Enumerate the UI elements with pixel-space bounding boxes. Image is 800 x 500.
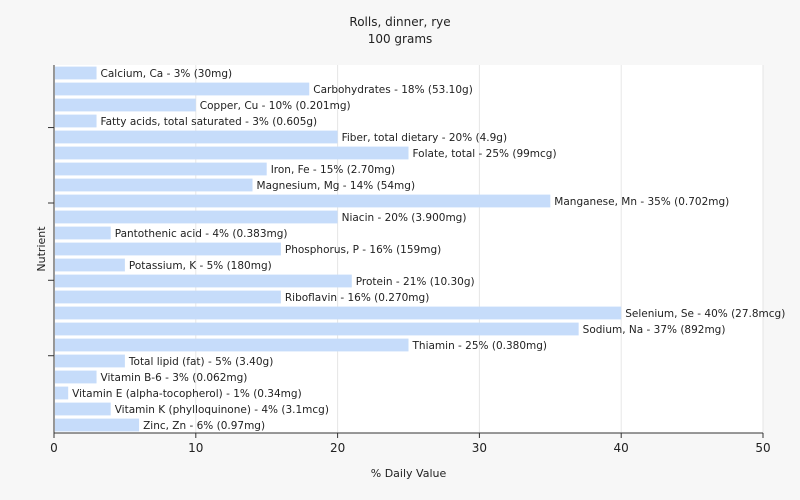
bar-8 <box>55 194 551 208</box>
bar-label-7: Magnesium, Mg - 14% (54mg) <box>257 180 416 192</box>
bar-21 <box>55 402 111 416</box>
bar-17 <box>55 338 409 352</box>
bar-label-17: Thiamin - 25% (0.380mg) <box>412 340 548 352</box>
bar-12 <box>55 258 125 272</box>
bar-label-0: Calcium, Ca - 3% (30mg) <box>101 68 233 80</box>
bar-label-13: Protein - 21% (10.30g) <box>356 276 475 288</box>
bar-label-22: Zinc, Zn - 6% (0.97mg) <box>143 420 265 432</box>
bar-1 <box>55 82 310 96</box>
bar-18 <box>55 354 125 368</box>
bar-label-16: Sodium, Na - 37% (892mg) <box>583 324 726 336</box>
bar-11 <box>55 242 281 256</box>
bar-0 <box>55 66 97 80</box>
bar-10 <box>55 226 111 240</box>
bar-label-5: Folate, total - 25% (99mcg) <box>413 148 557 160</box>
bar-label-8: Manganese, Mn - 35% (0.702mg) <box>554 196 729 208</box>
x-tick-label-3: 30 <box>472 441 487 455</box>
axes: 0 10 20 30 40 50 <box>48 65 771 455</box>
bar-16 <box>55 322 579 336</box>
bar-6 <box>55 162 267 176</box>
y-axis-label: Nutrient <box>35 226 48 272</box>
bar-13 <box>55 274 352 288</box>
bars: Calcium, Ca - 3% (30mg) Carbohydrates - 1… <box>55 66 785 432</box>
x-tick-label-1: 10 <box>188 441 203 455</box>
x-tick-label-0: 0 <box>50 441 58 455</box>
bar-2 <box>55 98 196 112</box>
bar-label-2: Copper, Cu - 10% (0.201mg) <box>200 100 351 112</box>
bar-label-9: Niacin - 20% (3.900mg) <box>342 212 467 224</box>
bar-label-12: Potassium, K - 5% (180mg) <box>129 260 272 272</box>
bar-label-3: Fatty acids, total saturated - 3% (0.605… <box>101 116 318 128</box>
bar-label-10: Pantothenic acid - 4% (0.383mg) <box>115 228 288 240</box>
bar-label-15: Selenium, Se - 40% (27.8mcg) <box>625 308 785 320</box>
bar-3 <box>55 114 97 128</box>
bar-4 <box>55 130 338 144</box>
bar-22 <box>55 418 140 432</box>
bar-label-4: Fiber, total dietary - 20% (4.9g) <box>342 132 507 144</box>
bar-5 <box>55 146 409 160</box>
chart-subtitle: 100 grams <box>367 32 433 46</box>
bar-label-20: Vitamin E (alpha-tocopherol) - 1% (0.34m… <box>72 388 302 400</box>
bar-7 <box>55 178 253 192</box>
bar-19 <box>55 370 97 384</box>
bar-label-1: Carbohydrates - 18% (53.10g) <box>313 84 473 96</box>
bar-label-18: Total lipid (fat) - 5% (3.40g) <box>128 356 273 368</box>
x-tick-label-4: 40 <box>614 441 629 455</box>
bar-label-14: Riboflavin - 16% (0.270mg) <box>285 292 429 304</box>
chart-title: Rolls, dinner, rye <box>349 15 451 29</box>
bar-label-19: Vitamin B-6 - 3% (0.062mg) <box>101 372 248 384</box>
grid <box>195 65 764 433</box>
bar-20 <box>55 386 69 400</box>
bar-label-11: Phosphorus, P - 16% (159mg) <box>285 244 441 256</box>
bar-9 <box>55 210 338 224</box>
x-tick-label-2: 20 <box>330 441 345 455</box>
x-tick-label-5: 50 <box>755 441 770 455</box>
bar-label-21: Vitamin K (phylloquinone) - 4% (3.1mcg) <box>115 404 329 416</box>
x-axis-label: % Daily Value <box>371 467 447 480</box>
bar-label-6: Iron, Fe - 15% (2.70mg) <box>271 164 395 176</box>
bar-14 <box>55 290 281 304</box>
bar-15 <box>55 306 622 320</box>
